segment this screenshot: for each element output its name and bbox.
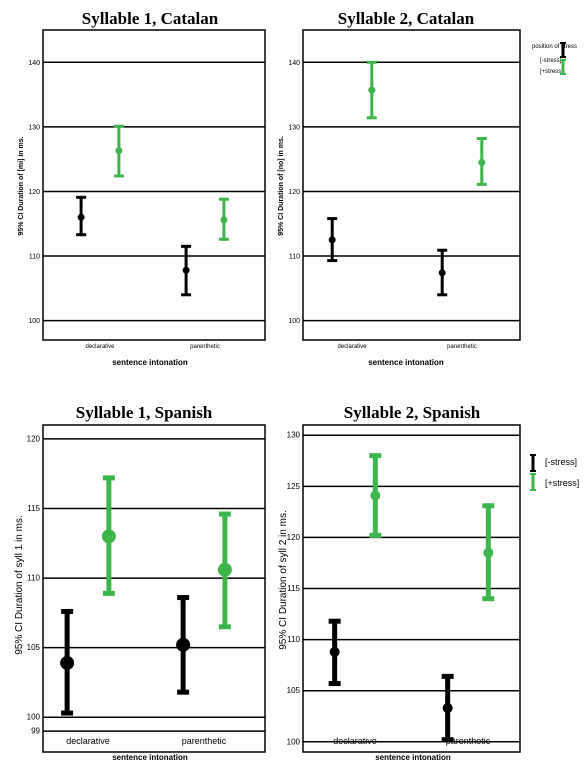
chart-syllable-1-catalan: Syllable 1, Catalan sentence intonation … bbox=[18, 9, 266, 367]
chart-title: Syllable 1, Spanish bbox=[76, 403, 213, 422]
legend-title: position of stress bbox=[532, 44, 577, 50]
mean-point bbox=[115, 147, 123, 155]
y-tick-label: 120 bbox=[288, 189, 300, 196]
y-tick-label: 105 bbox=[27, 643, 41, 652]
x-tick-label: declarative bbox=[66, 736, 110, 746]
mean-point bbox=[329, 646, 340, 657]
x-axis-label: sentence intonation bbox=[368, 358, 444, 367]
x-axis-label: sentence intonation bbox=[375, 753, 451, 762]
y-tick-label: 130 bbox=[28, 124, 40, 131]
y-tick-label: 140 bbox=[28, 60, 40, 67]
legend-label: [-stress] bbox=[540, 58, 562, 64]
chart-syllable-2-catalan: Syllable 2, Catalan sentence intonation … bbox=[278, 9, 577, 367]
y-axis-label: 95% CI Duration of [mi] in ms. bbox=[18, 136, 25, 235]
y-axis-label: 95% CI Duration of [no] in ms. bbox=[278, 136, 285, 236]
y-tick-label: 110 bbox=[27, 574, 40, 583]
y-tick-label: 110 bbox=[29, 254, 40, 261]
legend-label: [-stress] bbox=[545, 457, 577, 467]
y-axis-label: 95% CI Duration of syll 1 in ms. bbox=[14, 515, 25, 655]
x-axis-label: sentence intonation bbox=[112, 753, 188, 762]
mean-point bbox=[328, 236, 336, 244]
legend: [-stress] [+stress] bbox=[545, 457, 579, 488]
mean-point bbox=[478, 158, 486, 166]
chart-syllable-1-spanish: Syllable 1, Spanish sentence intonation … bbox=[14, 403, 266, 762]
plot-frame bbox=[302, 29, 521, 341]
y-tick-label: 120 bbox=[28, 189, 40, 196]
mean-point bbox=[60, 655, 75, 670]
mean-point bbox=[176, 637, 191, 652]
mean-point bbox=[220, 216, 228, 224]
x-tick-label: parenthetic bbox=[446, 736, 491, 746]
plot-frame bbox=[42, 29, 266, 341]
chart-title: Syllable 1, Catalan bbox=[82, 9, 219, 28]
x-tick-label: parenthetic bbox=[447, 344, 477, 350]
chart-title: Syllable 2, Catalan bbox=[338, 9, 475, 28]
x-tick-label: declarative bbox=[85, 344, 115, 350]
y-tick-label: 100 bbox=[27, 713, 41, 722]
x-tick-label: parenthetic bbox=[190, 344, 220, 350]
mean-point bbox=[368, 86, 376, 94]
y-axis-label: 95% CI Duration of syll 2 in ms. bbox=[278, 510, 289, 650]
x-tick-label: declarative bbox=[333, 736, 377, 746]
y-tick-label: 99 bbox=[31, 727, 40, 736]
y-tick-label: 100 bbox=[288, 318, 300, 325]
y-tick-label: 115 bbox=[287, 584, 300, 593]
y-tick-label: 140 bbox=[288, 60, 300, 67]
mean-point bbox=[77, 213, 85, 221]
y-tick-label: 130 bbox=[287, 431, 301, 440]
x-tick-label: parenthetic bbox=[182, 736, 227, 746]
chart-syllable-2-spanish: Syllable 2, Spanish sentence intonation … bbox=[278, 403, 579, 762]
y-tick-label: 125 bbox=[287, 482, 301, 491]
y-tick-label: 120 bbox=[287, 533, 301, 542]
y-tick-label: 100 bbox=[28, 318, 40, 325]
x-tick-label: declarative bbox=[337, 344, 367, 350]
mean-point bbox=[370, 490, 381, 501]
mean-point bbox=[182, 266, 190, 274]
chart-title: Syllable 2, Spanish bbox=[344, 403, 481, 422]
y-tick-label: 100 bbox=[287, 737, 301, 746]
mean-point bbox=[442, 703, 453, 714]
mean-point bbox=[101, 529, 116, 544]
mean-point bbox=[483, 547, 494, 558]
legend-label: [+stress] bbox=[540, 69, 563, 75]
mean-point bbox=[217, 562, 232, 577]
y-tick-label: 105 bbox=[287, 686, 301, 695]
x-axis-label: sentence intonation bbox=[112, 358, 188, 367]
legend: position of stress [-stress] [+stress] bbox=[532, 44, 577, 75]
y-tick-label: 130 bbox=[288, 124, 300, 131]
plot-frame bbox=[42, 424, 266, 753]
y-tick-label: 110 bbox=[287, 635, 300, 644]
legend-label: [+stress] bbox=[545, 478, 579, 488]
y-tick-label: 115 bbox=[27, 504, 40, 513]
y-tick-label: 110 bbox=[289, 254, 300, 261]
y-tick-label: 120 bbox=[27, 434, 41, 443]
mean-point bbox=[438, 269, 446, 277]
